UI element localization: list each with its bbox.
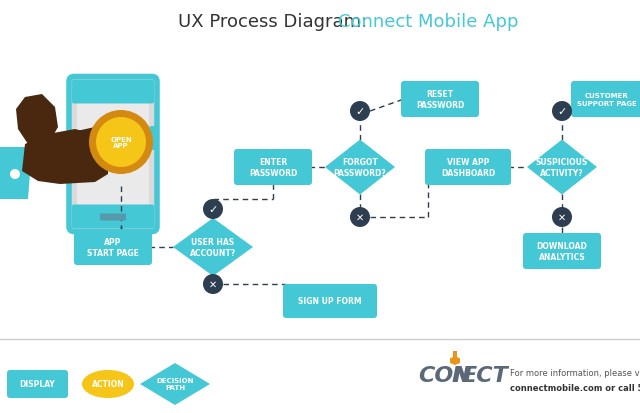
Circle shape [350,207,370,228]
Polygon shape [450,351,460,365]
Text: UX Process Diagram:: UX Process Diagram: [178,13,373,31]
Text: CON: CON [418,365,472,385]
Text: ✕: ✕ [558,212,566,222]
Polygon shape [325,140,395,195]
Polygon shape [22,130,108,185]
Text: USER HAS
ACCOUNT?: USER HAS ACCOUNT? [190,237,236,257]
FancyBboxPatch shape [69,77,157,232]
Text: OPEN
APP: OPEN APP [110,136,132,149]
Text: RESET
PASSWORD: RESET PASSWORD [416,90,464,109]
Polygon shape [16,95,58,147]
Polygon shape [527,140,597,195]
Circle shape [89,111,153,175]
Text: connectmobile.com or call 555-682-9962: connectmobile.com or call 555-682-9962 [510,384,640,392]
Text: ACTION: ACTION [92,380,124,389]
Text: SUSPICIOUS
ACTIVITY?: SUSPICIOUS ACTIVITY? [536,158,588,178]
Circle shape [203,199,223,219]
FancyBboxPatch shape [72,80,154,104]
FancyBboxPatch shape [72,205,154,229]
Text: DOWNLOAD
ANALYTICS: DOWNLOAD ANALYTICS [536,242,588,261]
Text: ENTER
PASSWORD: ENTER PASSWORD [249,158,297,178]
Text: ✓: ✓ [355,106,365,116]
Polygon shape [173,218,253,276]
FancyBboxPatch shape [234,150,312,185]
Text: For more information, please visit: For more information, please visit [510,369,640,377]
Text: SIGN UP FORM: SIGN UP FORM [298,297,362,306]
Circle shape [552,207,572,228]
Text: CUSTOMER
SUPPORT PAGE: CUSTOMER SUPPORT PAGE [577,93,637,107]
FancyBboxPatch shape [100,214,126,221]
FancyBboxPatch shape [150,127,158,151]
Text: DECISION
PATH: DECISION PATH [156,377,194,391]
Circle shape [350,102,370,122]
Circle shape [96,118,146,168]
FancyBboxPatch shape [283,284,377,318]
Polygon shape [72,128,113,145]
FancyBboxPatch shape [425,150,511,185]
FancyBboxPatch shape [571,82,640,118]
FancyBboxPatch shape [74,230,152,266]
Text: ✕: ✕ [356,212,364,222]
Text: Connect Mobile App: Connect Mobile App [338,13,518,31]
Text: ✦: ✦ [451,353,459,363]
Circle shape [10,170,20,180]
Text: ✕: ✕ [209,279,217,289]
Text: ✓: ✓ [208,204,218,214]
Circle shape [552,102,572,122]
Ellipse shape [82,370,134,398]
Polygon shape [0,147,32,199]
Circle shape [203,274,223,294]
FancyBboxPatch shape [7,370,68,398]
Text: FORGOT
PASSWORD?: FORGOT PASSWORD? [333,158,387,178]
Text: ✓: ✓ [557,106,566,116]
Polygon shape [140,363,210,405]
FancyBboxPatch shape [401,82,479,118]
Text: APP
START PAGE: APP START PAGE [87,237,139,257]
Text: VIEW APP
DASHBOARD: VIEW APP DASHBOARD [441,158,495,178]
FancyBboxPatch shape [523,233,601,269]
Text: DISPLAY: DISPLAY [19,380,55,389]
Text: N: N [452,365,470,385]
FancyBboxPatch shape [77,102,149,207]
Text: ECT: ECT [462,365,509,385]
